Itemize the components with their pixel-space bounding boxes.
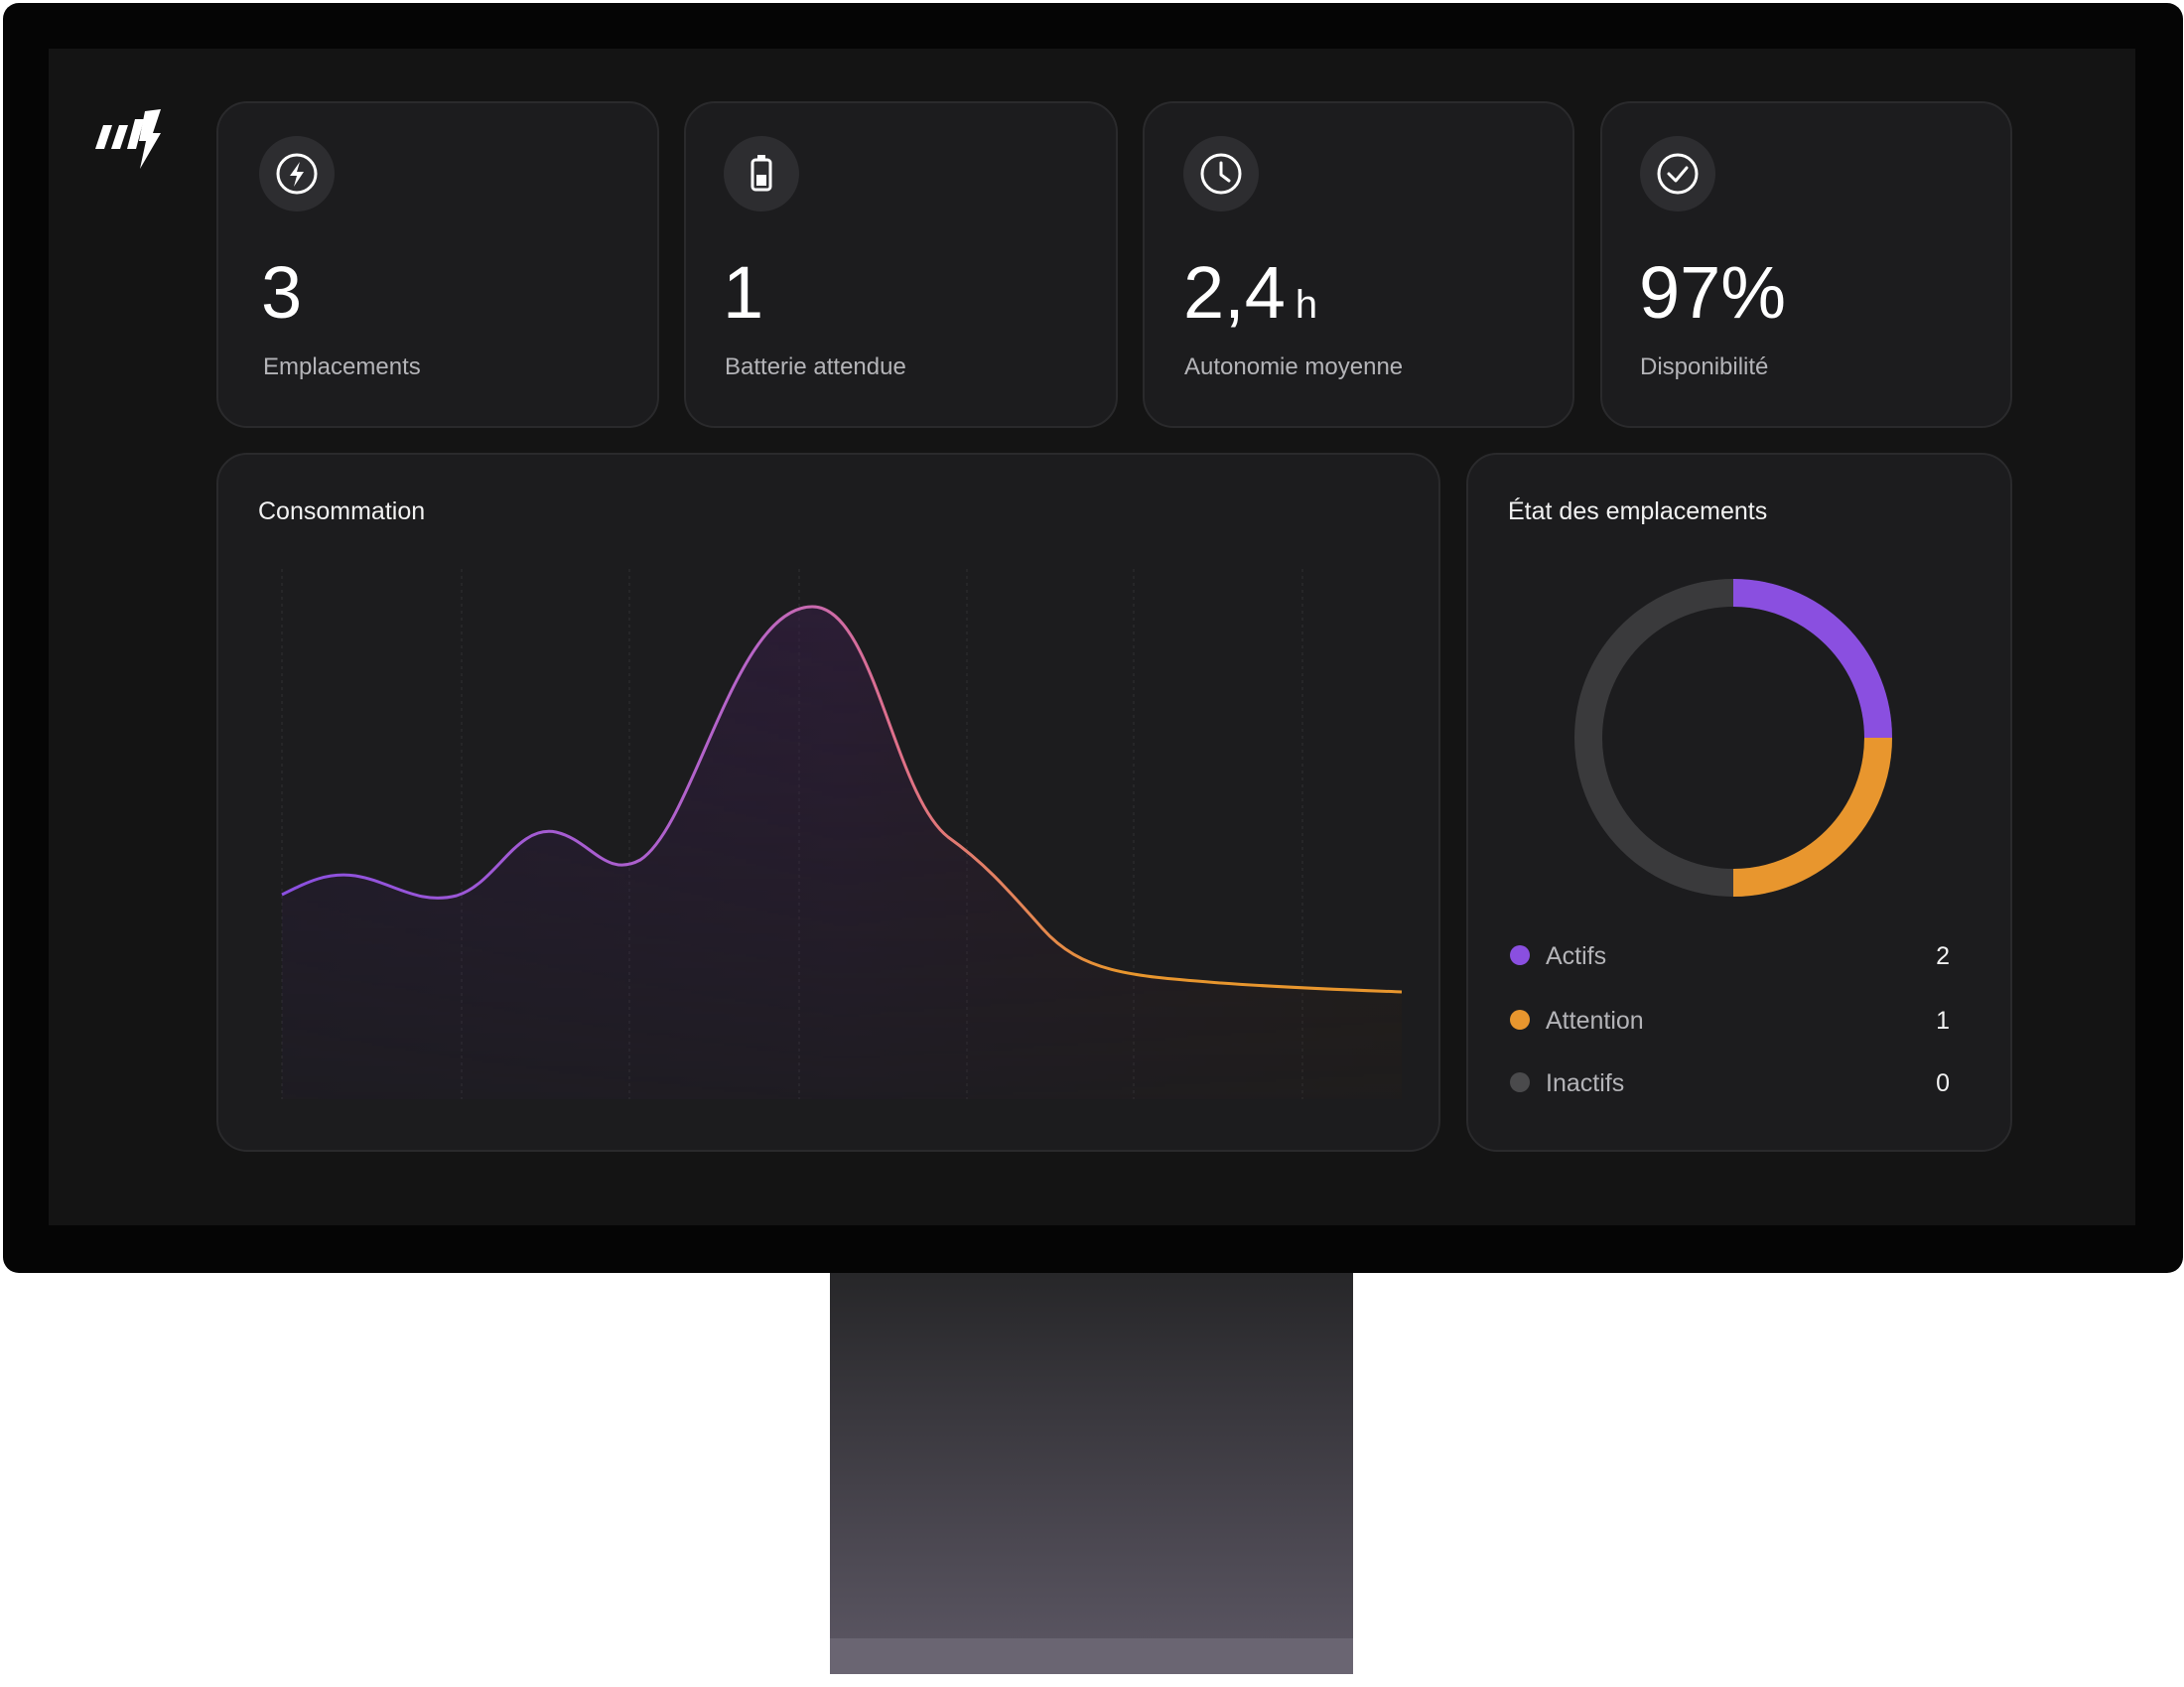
card-bg: [1466, 453, 2012, 1152]
legend-dot: [1510, 1072, 1530, 1092]
logo: [95, 109, 161, 169]
area: [282, 606, 1402, 1099]
stat-card: 97% Disponibilité: [1600, 101, 2012, 428]
legend-dot: [1510, 1010, 1530, 1030]
legend-label: Inactifs: [1546, 1069, 1624, 1097]
stat-card: 2,4 h Autonomie moyenne: [1143, 101, 1574, 428]
stat-label: Autonomie moyenne: [1184, 353, 1403, 380]
stat-unit: h: [1296, 283, 1317, 327]
stat-value: 97%: [1639, 251, 1786, 334]
stat-value: 3: [261, 251, 302, 334]
legend-count: 0: [1936, 1069, 1950, 1097]
donut-attention: [1732, 737, 1892, 897]
legend-label: Attention: [1546, 1007, 1644, 1035]
status-card: État des emplacements Actifs 2 Attention…: [1466, 453, 2012, 1152]
icon-bg: [724, 136, 799, 211]
legend-count: 1: [1936, 1007, 1950, 1035]
stat-value: 1: [723, 251, 763, 334]
icon-bg: [1640, 136, 1715, 211]
stand: [830, 1261, 1353, 1674]
battery-icon: [751, 155, 772, 192]
stat-label: Disponibilité: [1640, 353, 1768, 380]
stand-foot: [830, 1638, 1353, 1674]
stat-card: 1 Batterie attendue: [684, 101, 1118, 428]
stat-label: Emplacements: [263, 353, 421, 380]
consumption-card: Consommation: [216, 453, 1440, 1152]
donut-active: [1732, 579, 1892, 739]
check-icon: [1657, 153, 1699, 195]
card-title: Consommation: [258, 497, 425, 525]
line: [281, 605, 1403, 994]
bolt-icon: [276, 153, 318, 195]
card-title: État des emplacements: [1508, 496, 1767, 525]
stat-value: 2,4: [1183, 251, 1286, 334]
legend-count: 2: [1936, 942, 1950, 970]
stat-label: Batterie attendue: [725, 353, 906, 380]
legend-dot: [1510, 945, 1530, 965]
stat-value-group: 2,4 h: [1183, 251, 1317, 334]
stat-card: 3 Emplacements: [216, 101, 659, 428]
legend-label: Actifs: [1546, 942, 1606, 970]
clock-icon: [1200, 153, 1242, 195]
